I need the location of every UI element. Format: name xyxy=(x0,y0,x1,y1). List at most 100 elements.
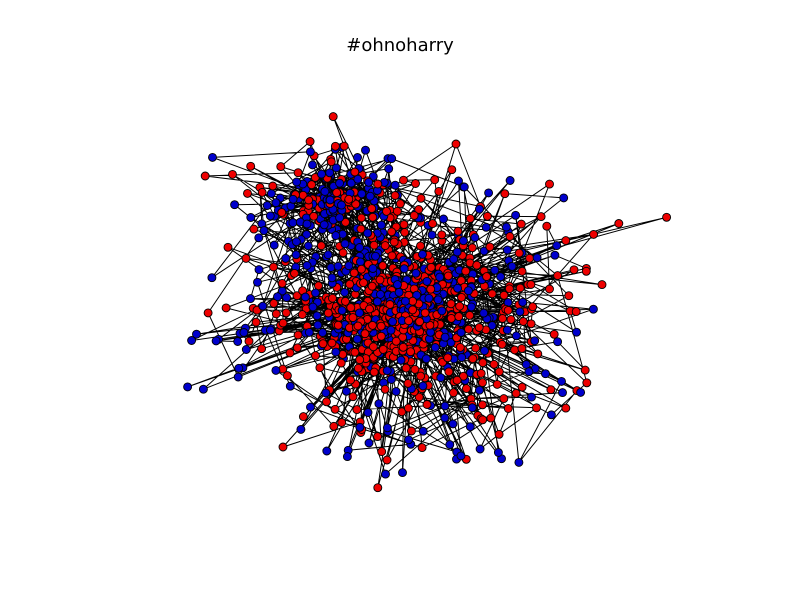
graph-node-red xyxy=(391,336,401,346)
graph-node-blue xyxy=(481,222,491,232)
graph-node-red xyxy=(356,224,366,234)
graph-node-blue xyxy=(576,387,586,397)
graph-node-red xyxy=(444,367,454,377)
graph-node-red xyxy=(318,339,328,349)
graph-node-red xyxy=(465,310,475,320)
graph-node-blue xyxy=(344,261,354,271)
graph-node-red xyxy=(382,455,392,465)
graph-node-blue xyxy=(319,220,329,230)
graph-node-blue xyxy=(335,213,345,223)
graph-node-blue xyxy=(254,233,264,243)
graph-node-blue xyxy=(331,163,341,173)
graph-node-red xyxy=(268,181,278,191)
graph-node-red xyxy=(382,206,391,216)
graph-node-blue xyxy=(211,336,221,346)
graph-node-red xyxy=(415,317,425,327)
graph-node-blue xyxy=(363,228,373,238)
graph-node-red xyxy=(377,447,387,457)
graph-node-red xyxy=(498,314,507,323)
graph-node-red xyxy=(367,281,377,291)
graph-node-red xyxy=(246,161,256,171)
graph-node-red xyxy=(478,378,487,388)
graph-node-blue xyxy=(382,423,392,433)
graph-node-blue xyxy=(271,365,281,375)
graph-node-red xyxy=(333,320,343,330)
graph-node-red xyxy=(368,212,378,222)
graph-node-blue xyxy=(474,204,484,214)
graph-node-blue xyxy=(246,294,255,304)
graph-node-red xyxy=(589,229,599,239)
graph-node-red xyxy=(401,363,411,373)
graph-node-blue xyxy=(427,230,437,240)
graph-node-blue xyxy=(435,272,445,282)
graph-node-red xyxy=(446,299,456,309)
graph-node-red xyxy=(344,194,354,204)
graph-node-blue xyxy=(400,296,410,306)
graph-node-blue xyxy=(470,233,480,243)
graph-node-red xyxy=(243,188,252,198)
graph-node-blue xyxy=(337,306,347,315)
graph-node-blue xyxy=(326,263,336,273)
graph-node-blue xyxy=(437,306,447,316)
graph-node-blue xyxy=(449,254,459,264)
graph-node-blue xyxy=(346,178,356,188)
graph-node-red xyxy=(526,319,536,329)
graph-node-red xyxy=(329,421,339,431)
graph-node-red xyxy=(380,241,390,251)
graph-node-blue xyxy=(439,214,448,224)
graph-node-blue xyxy=(253,277,262,287)
graph-node-red xyxy=(536,212,546,222)
graph-node-blue xyxy=(308,302,318,312)
graph-node-red xyxy=(461,384,471,394)
graph-node-blue xyxy=(291,237,301,247)
graph-node-blue xyxy=(558,388,567,398)
graph-node-red xyxy=(494,367,504,377)
graph-node-red xyxy=(564,291,574,301)
graph-node-red xyxy=(349,268,359,278)
graph-node-blue xyxy=(376,220,386,230)
graph-node-red xyxy=(517,344,527,353)
graph-node-red xyxy=(474,323,484,332)
graph-node-blue xyxy=(325,168,335,178)
graph-node-red xyxy=(355,355,365,365)
graph-node-red xyxy=(514,248,524,258)
graph-node-red xyxy=(458,371,468,381)
graph-node-red xyxy=(571,307,581,317)
graph-node-red xyxy=(376,331,386,341)
graph-node-red xyxy=(581,266,591,276)
graph-node-red xyxy=(516,219,526,229)
graph-node-blue xyxy=(474,385,484,395)
graph-node-blue xyxy=(282,293,292,303)
graph-node-blue xyxy=(511,210,521,220)
graph-node-red xyxy=(503,404,513,413)
graph-node-red xyxy=(278,442,288,452)
graph-node-blue xyxy=(340,287,350,297)
graph-node-red xyxy=(257,187,267,197)
graph-node-red xyxy=(221,303,231,313)
graph-node-red xyxy=(486,413,496,423)
graph-node-red xyxy=(528,302,538,312)
graph-node-blue xyxy=(505,176,515,185)
graph-node-blue xyxy=(234,363,244,373)
graph-node-red xyxy=(449,388,458,398)
graph-node-blue xyxy=(422,276,432,286)
graph-node-blue xyxy=(355,257,365,267)
graph-node-red xyxy=(277,278,287,288)
graph-node-red xyxy=(517,266,527,276)
graph-node-red xyxy=(561,403,571,413)
graph-node-blue xyxy=(487,321,497,331)
graph-node-blue xyxy=(381,469,390,479)
graph-node-blue xyxy=(246,213,256,222)
graph-node-blue xyxy=(515,307,525,317)
graph-node-blue xyxy=(374,399,384,409)
graph-node-blue xyxy=(296,424,306,434)
graph-node-red xyxy=(409,211,419,220)
graph-node-red xyxy=(385,300,395,309)
graph-node-blue xyxy=(341,386,351,396)
graph-node-blue xyxy=(484,188,494,198)
graph-node-blue xyxy=(311,288,320,298)
graph-node-blue xyxy=(269,240,279,250)
graph-node-red xyxy=(447,165,457,175)
graph-node-blue xyxy=(399,264,409,274)
graph-node-blue xyxy=(501,222,511,232)
